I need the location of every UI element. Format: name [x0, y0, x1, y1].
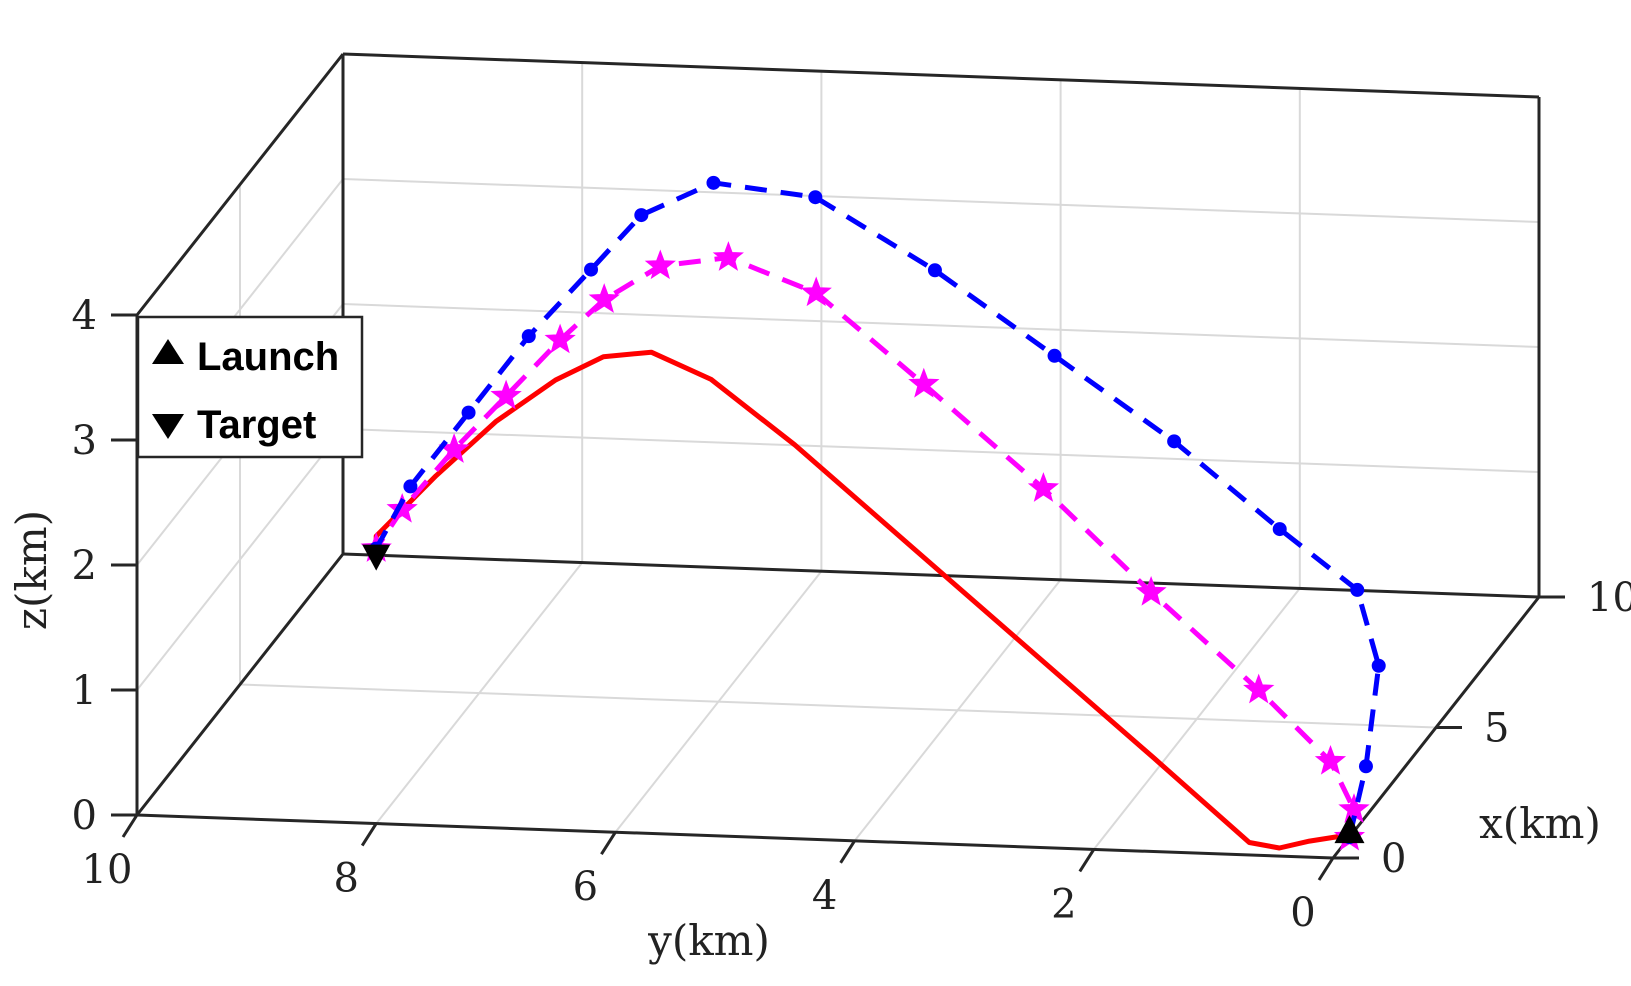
trajectory-blue-circle-marker	[1272, 522, 1287, 537]
y-tick-mark	[121, 814, 139, 838]
trajectory-blue-circle-marker	[584, 262, 599, 277]
y-tick-mark	[1317, 857, 1335, 881]
z-tick-label: 1	[72, 668, 97, 714]
y-tick-label: 0	[1290, 890, 1315, 936]
trajectory-magenta-star-marker	[1135, 575, 1167, 606]
trajectory-magenta-star-marker	[1027, 472, 1060, 502]
legend-target-marker	[152, 414, 184, 439]
grid-back-z	[342, 303, 1540, 348]
x-tick-label: 0	[1381, 836, 1406, 882]
z-tick-label: 4	[72, 293, 97, 339]
legend-launch-label: Launch	[197, 335, 339, 379]
x-axis-label: x(km)	[1479, 799, 1601, 848]
trajectory-blue-circle-marker	[927, 263, 942, 278]
axis-edge	[342, 52, 1540, 99]
trajectory-blue-circle-marker	[1371, 658, 1386, 673]
axis-edge	[135, 553, 345, 816]
trajectory-blue-line	[374, 180, 1382, 838]
z-tick-label: 2	[72, 543, 97, 589]
y-tick-label: 10	[82, 847, 133, 893]
axis-edge	[136, 813, 1334, 860]
trajectory-blue-circle-marker	[808, 190, 823, 205]
x-tick-label: 5	[1484, 706, 1509, 752]
x-tick-label: 10	[1587, 575, 1631, 621]
y-tick-mark	[1078, 848, 1096, 873]
trajectory-magenta-star-marker	[712, 241, 744, 271]
legend-launch-marker	[152, 339, 184, 364]
grid-floor-x	[239, 683, 1437, 729]
trajectory-magenta-star-marker	[1243, 673, 1275, 704]
grid-side-z	[136, 428, 344, 691]
y-tick-mark	[600, 831, 617, 856]
trajectory-magenta-star-marker	[644, 249, 676, 280]
y-tick-label: 6	[573, 864, 598, 910]
trajectory-blue-circle-marker	[1358, 759, 1373, 774]
endpoint-markers	[362, 544, 1365, 844]
trajectory-magenta-star-marker	[800, 276, 832, 307]
target-marker	[362, 544, 391, 571]
trajectory-magenta-star-marker	[588, 283, 620, 313]
trajectory-blue-circle-marker	[521, 329, 536, 344]
y-axis-label: y(km)	[647, 916, 770, 965]
z-axis-label: z(km)	[7, 510, 56, 630]
legend-target-label: Target	[197, 403, 316, 447]
legend: Launch Target	[136, 315, 364, 459]
trajectory-red-line	[373, 349, 1352, 851]
launch-marker	[1334, 815, 1365, 844]
y-tick-label: 2	[1051, 881, 1076, 927]
grid-back-z	[342, 428, 1540, 473]
trajectory-blue-circle-marker	[1047, 348, 1062, 363]
trajectory-blue-circle-marker	[1167, 434, 1182, 449]
trajectory-blue-circle-marker	[1350, 582, 1365, 597]
trajectory-blue-circle-marker	[461, 405, 476, 420]
axis-edge	[135, 53, 345, 316]
y-tick-mark	[360, 822, 378, 847]
trajectory-magenta-star-marker	[908, 367, 940, 398]
y-tick-label: 8	[333, 856, 358, 902]
trajectory-blue-circle-marker	[634, 208, 649, 223]
trajectory-magenta-star-marker	[544, 323, 576, 354]
trajectory-magenta-star-marker	[490, 379, 522, 410]
series-group	[360, 175, 1386, 851]
trajectory-magenta-star-marker	[1314, 744, 1347, 775]
z-tick-label: 3	[72, 418, 97, 464]
y-tick-mark	[839, 839, 856, 864]
tick-labels: 0 2 4 6 8 10 0 5 10 0 1 2 3 4	[72, 293, 1631, 936]
y-tick-label: 4	[812, 873, 837, 919]
legend-box	[136, 315, 364, 459]
grid-back-z	[342, 178, 1540, 223]
z-tick-label: 0	[72, 793, 97, 839]
trajectory-magenta-star-marker	[386, 492, 418, 523]
trajectory-blue-circle-marker	[706, 175, 721, 190]
trajectory-blue-circle-marker	[403, 479, 418, 494]
